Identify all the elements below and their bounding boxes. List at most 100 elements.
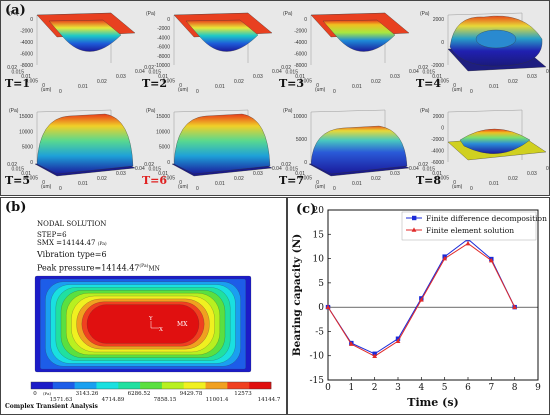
x-tick: 0.03 <box>527 171 537 177</box>
z-tick: 5000 <box>296 137 307 143</box>
z-tick: 0 <box>441 40 444 46</box>
surface-plot-3: (Pa)0-2000-4000-6000-80000.020.0150.010.… <box>279 11 419 95</box>
z-unit: (Pa) <box>146 108 156 114</box>
y-tick: 0.02 <box>418 162 428 168</box>
x-tick: 0.01 <box>489 181 499 187</box>
x-tick: 0 <box>333 186 336 192</box>
contour-plot: YX MX 0 1571.633143.264714.896286.527858.15… <box>30 275 281 403</box>
legend-tick: 7858.15 <box>154 397 177 403</box>
y-tick: 0.005 <box>25 176 38 182</box>
nodal-step: STEP=6 <box>37 231 67 239</box>
y-tick: 0.02 <box>144 162 154 168</box>
x-tick: 0 <box>196 186 199 192</box>
data-point-1 <box>442 255 448 261</box>
y-tick: 0.02 <box>281 65 291 71</box>
y-tick: 0 <box>453 180 456 186</box>
z-tick: -2000 <box>294 29 307 35</box>
z-tick: 0 <box>304 160 307 166</box>
surface-core <box>459 128 531 154</box>
y-tick: 0.01 <box>21 171 31 177</box>
legend-swatch-3 <box>96 382 119 389</box>
x-tick: 0 <box>333 89 336 95</box>
nodal-smx-unit: (Pa) <box>97 242 107 247</box>
panel-a-pressure-surfaces: (a) (Pa) 0 -2000 -4000 -6000 -8000 0.02 0.015 0.… <box>0 0 550 196</box>
legend-tick: 1571.63 <box>50 397 73 403</box>
bearing-capacity-chart: 0 1 2 3 4 5 6 7 8 9 -15 -10 -5 0 5 10 15 20 Time (s) Bearin… <box>291 206 547 409</box>
legend-marker-1 <box>411 227 417 232</box>
surface-dome <box>36 113 134 175</box>
x-tick: 0.01 <box>78 181 88 187</box>
z-unit: (Pa) <box>146 11 156 17</box>
z-tick: -2000 <box>431 137 444 143</box>
y-unit: (um) <box>452 87 463 93</box>
surface-well <box>322 19 396 52</box>
data-point-1 <box>348 341 354 346</box>
x-tick: 0 <box>470 186 473 192</box>
y-tick-label: 20 <box>313 206 325 216</box>
subplot-t-label: T=1 <box>5 77 30 90</box>
x-tick-label: 3 <box>395 383 401 393</box>
y-tick: 0.015 <box>11 70 24 76</box>
z-tick: -6000 <box>294 52 307 58</box>
z-tick: 10000 <box>19 129 33 135</box>
data-point-1 <box>488 257 494 263</box>
legend-swatch-7 <box>183 382 206 389</box>
subplot-t-label: T=8 <box>416 174 441 187</box>
z-tick: -4000 <box>20 40 33 46</box>
x-tick-label: 1 <box>348 383 354 393</box>
y-tick: 0.005 <box>436 79 449 85</box>
x-tick: 0.01 <box>78 84 88 90</box>
y-tick: 0.015 <box>11 167 24 173</box>
y-tick: 0.02 <box>7 162 17 168</box>
y-tick: 0.005 <box>299 176 312 182</box>
surface-well <box>48 19 122 52</box>
x-tick: 0.03 <box>253 74 263 80</box>
data-point-1 <box>325 304 331 309</box>
nodal-vibration-type: Vibration type=6 <box>37 250 107 259</box>
x-tick: 0.02 <box>508 79 518 85</box>
y-tick: 0.005 <box>25 79 38 85</box>
x-tick: 0.01 <box>215 84 225 90</box>
z-unit: (Pa) <box>420 108 430 114</box>
subplot-t-label: T=2 <box>142 77 167 90</box>
nodal-peak-value: Peak pressure=14144.47 <box>37 263 140 273</box>
legend-tick: 11001.4 <box>206 397 229 403</box>
y-unit: (um) <box>178 87 189 93</box>
y-tick: 0.015 <box>285 70 298 76</box>
legend-swatch-9 <box>227 382 250 389</box>
subplot-t-label: T=3 <box>279 77 304 90</box>
nodal-mn-label: MN <box>148 265 160 273</box>
legend-tick: 0 <box>33 391 37 397</box>
x-tick: 0.04 <box>546 166 549 172</box>
y-tick: 0.01 <box>21 74 31 80</box>
y-tick: 0.02 <box>418 65 428 71</box>
subplot-t-label: T=6 <box>142 174 167 187</box>
z-unit: (Pa) <box>420 11 430 17</box>
z-tick: 10000 <box>156 129 170 135</box>
x-tick: 0.04 <box>135 69 145 75</box>
x-tick-label: 4 <box>418 383 424 393</box>
legend-unit: (Pa) <box>43 391 51 396</box>
x-tick: 0.02 <box>97 79 107 85</box>
y-tick: 0 <box>179 180 182 186</box>
z-tick: -8000 <box>294 63 307 69</box>
x-tick: 0.04 <box>272 69 282 75</box>
data-point-1 <box>418 297 424 302</box>
x-tick: 0 <box>59 186 62 192</box>
y-unit: (um) <box>41 87 52 93</box>
nodal-smx-value: SMX =14144.47 <box>37 239 96 247</box>
x-tick: 0.03 <box>253 171 263 177</box>
y-tick: 0.02 <box>144 65 154 71</box>
z-tick: 5000 <box>22 145 33 151</box>
z-tick: -2000 <box>431 63 444 69</box>
y-tick-label: 15 <box>313 230 325 240</box>
subplot-t-label: T=5 <box>5 174 30 187</box>
x-tick: 0.03 <box>390 74 400 80</box>
y-unit: (um) <box>315 87 326 93</box>
y-tick-label: -5 <box>315 327 324 337</box>
legend-entry: Finite element solution <box>426 226 514 235</box>
z-tick: 0 <box>167 160 170 166</box>
x-tick: 0.02 <box>97 176 107 182</box>
data-point-1 <box>465 240 471 246</box>
